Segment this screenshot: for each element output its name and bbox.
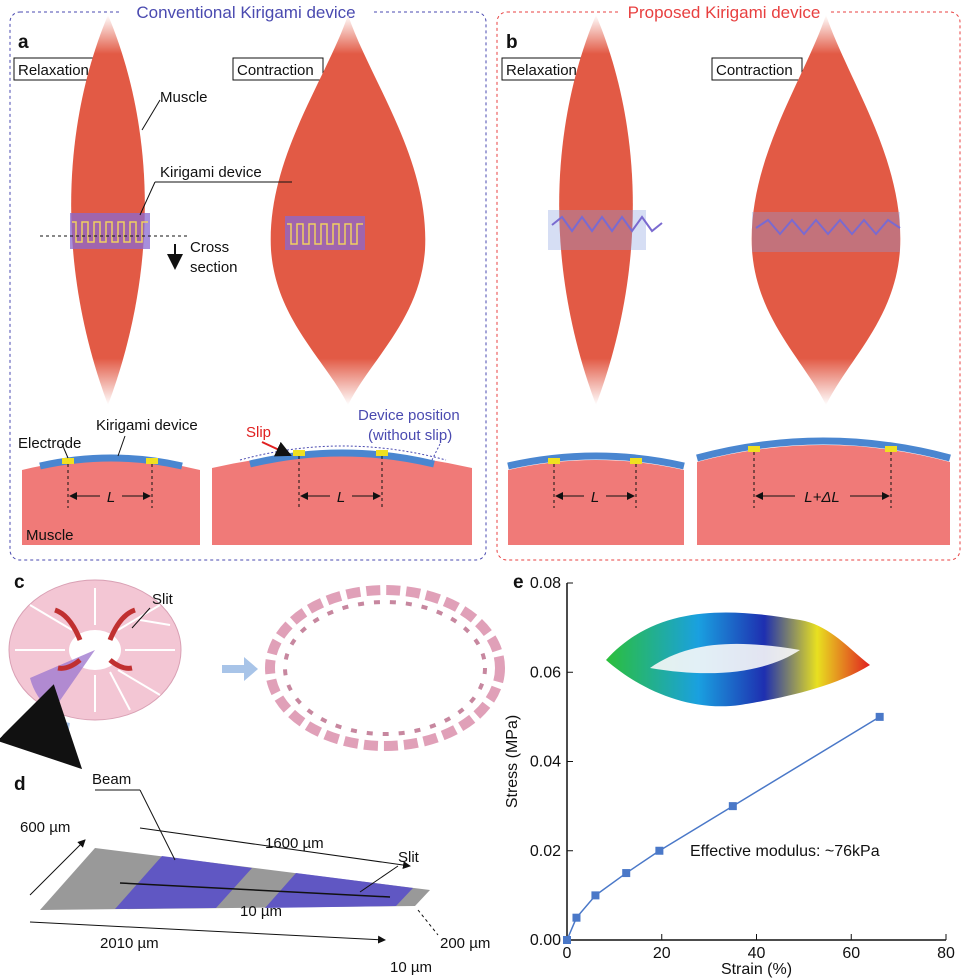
annotation: section — [190, 259, 238, 276]
annotation: Muscle — [26, 527, 74, 544]
y-tick-label: 0.06 — [530, 664, 561, 681]
y-tick-label: 0.08 — [530, 575, 561, 592]
length-label: L — [337, 489, 345, 506]
marker — [563, 936, 571, 944]
line — [567, 717, 880, 940]
annotation: Slip — [246, 424, 271, 441]
marker — [572, 914, 580, 922]
annotation: (without slip) — [368, 427, 452, 444]
annotation: Cross — [190, 239, 229, 256]
state-label: Relaxation — [506, 62, 577, 79]
panel-letter: e — [513, 572, 524, 593]
panel-letter: d — [14, 774, 26, 795]
annotation: Kirigami device — [160, 164, 262, 181]
x-tick-label: 60 — [842, 945, 860, 962]
length-label: L — [107, 489, 115, 506]
annotation: Effective modulus: ~76kPa — [690, 843, 880, 860]
panel-letter: a — [18, 32, 29, 53]
state-label: Contraction — [716, 62, 793, 79]
length-label: L+ΔL — [804, 489, 840, 506]
annotation: Muscle — [160, 89, 208, 106]
y-tick-label: 0.00 — [530, 932, 561, 949]
annotation: Electrode — [18, 435, 81, 452]
state-label: Contraction — [237, 62, 314, 79]
dimension: 10 µm — [240, 903, 282, 920]
panel-letter: c — [14, 572, 25, 593]
annotation: Device position — [358, 407, 460, 424]
marker — [729, 802, 737, 810]
marker — [591, 891, 599, 899]
dimension: 10 µm — [390, 959, 432, 976]
y-tick-label: 0.04 — [530, 754, 561, 771]
dimension: 200 µm — [440, 935, 490, 952]
annotation: Beam — [92, 771, 131, 788]
annotation: Slit — [152, 591, 174, 608]
annotation: Slit — [398, 849, 420, 866]
x-axis-title: Strain (%) — [721, 961, 792, 978]
dimension: 600 µm — [20, 819, 70, 836]
panel-letter: b — [506, 32, 518, 53]
panel-title: Proposed Kirigami device — [628, 3, 821, 22]
dimension: 2010 µm — [100, 935, 159, 952]
x-tick-label: 0 — [563, 945, 572, 962]
state-label: Relaxation — [18, 62, 89, 79]
figure: Conventional Kirigami device a Relaxatio… — [0, 0, 968, 978]
marker — [876, 713, 884, 721]
x-tick-label: 20 — [653, 945, 671, 962]
ring — [270, 590, 500, 746]
annotation: Kirigami device — [96, 417, 198, 434]
length-label: L — [591, 489, 599, 506]
panel-title: Conventional Kirigami device — [136, 3, 355, 22]
x-tick-label: 40 — [748, 945, 766, 962]
y-axis-title: Stress (MPa) — [504, 715, 521, 808]
marker — [622, 869, 630, 877]
marker — [655, 847, 663, 855]
y-tick-label: 0.02 — [530, 843, 561, 860]
x-tick-label: 80 — [937, 945, 955, 962]
